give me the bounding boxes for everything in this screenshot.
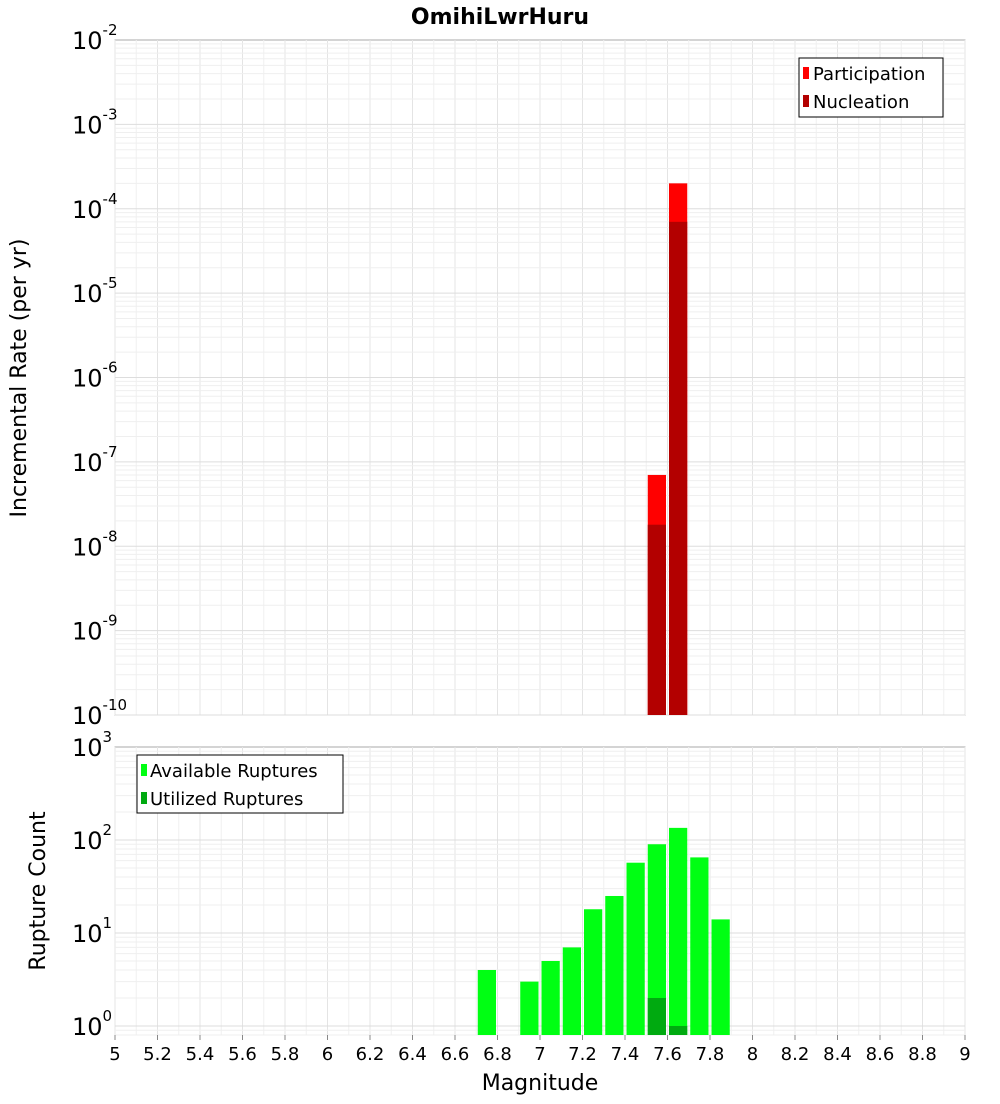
legend-swatch-participation xyxy=(803,67,809,79)
x-tick-label: 8.4 xyxy=(823,1044,852,1065)
y-tick-label: 10-5 xyxy=(72,274,118,308)
y-tick-label: 10-8 xyxy=(72,527,118,561)
top-gridlines xyxy=(114,40,966,716)
top-legend-box xyxy=(798,57,944,118)
top-legend: Participation Nucleation xyxy=(798,57,944,118)
x-tick-label: 5.8 xyxy=(271,1044,300,1065)
x-tick-label: 5.6 xyxy=(228,1044,257,1065)
x-tick-label: 7.2 xyxy=(568,1044,597,1065)
y-tick-label: 10-7 xyxy=(72,443,118,477)
bar-nucleation xyxy=(669,221,688,715)
y-tick-label: 10-9 xyxy=(72,612,118,646)
x-tick-label: 8.8 xyxy=(908,1044,937,1065)
bar-available-ruptures xyxy=(605,895,624,1035)
bar-available-ruptures xyxy=(690,857,709,1035)
x-tick-label: 6.2 xyxy=(356,1044,385,1065)
x-tick-label: 9 xyxy=(959,1044,970,1065)
legend-label-nucleation: Nucleation xyxy=(813,92,909,113)
bar-available-ruptures xyxy=(541,960,560,1035)
bar-nucleation xyxy=(647,524,666,715)
x-axis-label: Magnitude xyxy=(482,1071,599,1096)
x-ticks: 5 5.2 5.4 5.6 5.8 6 6.2 6.4 6.6 6.8 7 7.2 7.4 7.6 7.8 8… xyxy=(109,1035,971,1065)
x-tick-label: 7 xyxy=(534,1044,545,1065)
bar-utilized-ruptures xyxy=(647,997,666,1035)
legend-swatch-utilized-ruptures xyxy=(141,792,147,804)
x-tick-label: 6.4 xyxy=(398,1044,427,1065)
x-tick-label: 7.8 xyxy=(696,1044,725,1065)
x-tick-label: 5 xyxy=(109,1044,120,1065)
x-tick-label: 8.6 xyxy=(866,1044,895,1065)
bar-available-ruptures xyxy=(669,827,688,1035)
x-tick-label: 7.6 xyxy=(653,1044,682,1065)
legend-label-available-ruptures: Available Ruptures xyxy=(150,761,318,782)
x-tick-label: 6.6 xyxy=(441,1044,470,1065)
y-tick-label: 100 xyxy=(72,1007,112,1041)
bar-available-ruptures xyxy=(520,981,539,1035)
x-tick-label: 7.4 xyxy=(611,1044,640,1065)
bar-available-ruptures xyxy=(647,844,666,1035)
bar-available-ruptures xyxy=(562,947,581,1035)
x-tick-label: 6 xyxy=(322,1044,333,1065)
bar-available-ruptures xyxy=(711,919,730,1035)
bar-utilized-ruptures xyxy=(669,1025,688,1035)
x-tick-label: 8 xyxy=(747,1044,758,1065)
x-tick-label: 6.8 xyxy=(483,1044,512,1065)
bottom-y-axis-label: Rupture Count xyxy=(26,811,51,971)
y-tick-label: 10-4 xyxy=(72,190,118,224)
y-tick-label: 10-3 xyxy=(72,105,118,139)
y-tick-label: 10-10 xyxy=(72,696,127,730)
chart-title: OmihiLwrHuru xyxy=(411,5,589,30)
bottom-legend-box xyxy=(136,754,344,814)
bottom-y-ticks: 100 101 102 103 xyxy=(72,728,112,1041)
legend-swatch-nucleation xyxy=(803,95,809,107)
legend-swatch-available-ruptures xyxy=(141,764,147,776)
y-tick-label: 10-6 xyxy=(72,359,118,393)
bar-available-ruptures xyxy=(477,969,496,1035)
y-tick-label: 102 xyxy=(72,821,112,855)
x-tick-label: 5.2 xyxy=(143,1044,172,1065)
bottom-legend: Available Ruptures Utilized Ruptures xyxy=(136,754,344,814)
legend-label-utilized-ruptures: Utilized Ruptures xyxy=(150,789,303,810)
x-tick-label: 5.4 xyxy=(186,1044,215,1065)
bar-available-ruptures xyxy=(626,862,645,1035)
top-bars xyxy=(647,183,688,716)
legend-label-participation: Participation xyxy=(813,64,925,85)
top-y-ticks: 10-10 10-9 10-8 10-7 10-6 10-5 10-4 10-3 10-2 xyxy=(72,21,127,730)
top-y-axis-label: Incremental Rate (per yr) xyxy=(7,239,32,518)
y-tick-label: 101 xyxy=(72,914,112,948)
bottom-bars xyxy=(477,827,730,1035)
x-tick-label: 8.2 xyxy=(781,1044,810,1065)
y-tick-label: 103 xyxy=(72,728,112,762)
y-tick-label: 10-2 xyxy=(72,21,118,55)
bar-available-ruptures xyxy=(584,909,603,1035)
